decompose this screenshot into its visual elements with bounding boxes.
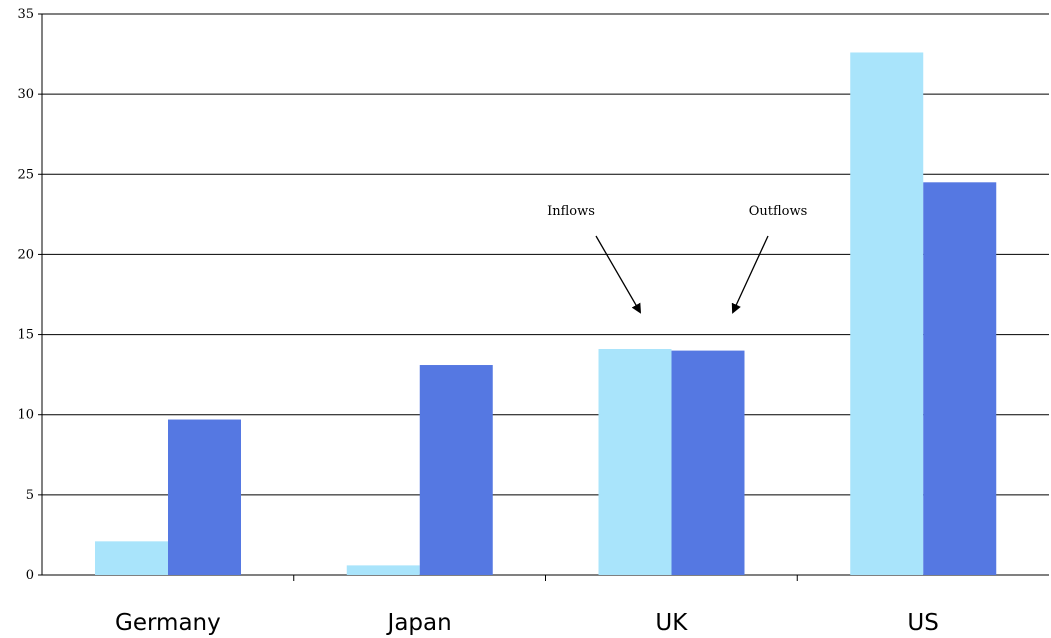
- bar-uk-series-2: [671, 350, 745, 575]
- x-category-label: Germany: [115, 610, 221, 636]
- bar-us-series-1: [850, 52, 924, 576]
- labels: 0 5 10 15 20 25 30 35 Germany Japan UK US: [17, 7, 938, 636]
- bar-japan-series-2: [419, 365, 493, 575]
- bars: [95, 52, 997, 576]
- y-tick-label: 0: [26, 568, 34, 583]
- bar-uk-series-1: [598, 348, 672, 575]
- bar-germany-series-1: [95, 541, 168, 575]
- y-tick-label: 20: [17, 247, 34, 262]
- annotation-label-inflows: Inflows: [547, 204, 595, 219]
- annotation-arrow-outflows: [731, 235, 769, 314]
- x-category-label: US: [907, 610, 938, 636]
- y-tick-label: 5: [26, 488, 34, 503]
- gridlines: [42, 13, 1049, 496]
- y-tick-label: 25: [17, 167, 34, 182]
- bar-germany-series-2: [168, 419, 241, 575]
- y-tick-label: 35: [17, 7, 34, 22]
- x-category-label: UK: [655, 610, 688, 636]
- bar-us-series-2: [923, 182, 997, 576]
- x-category-label: Japan: [386, 610, 452, 636]
- bar-japan-series-1: [346, 565, 420, 575]
- annotations: Inflows Outflows: [547, 204, 808, 314]
- annotation-label-outflows: Outflows: [749, 204, 808, 219]
- y-tick-label: 15: [17, 328, 34, 343]
- y-tick-label: 30: [17, 87, 34, 102]
- y-tick-label: 10: [17, 408, 34, 423]
- annotation-arrow-inflows: [595, 235, 642, 314]
